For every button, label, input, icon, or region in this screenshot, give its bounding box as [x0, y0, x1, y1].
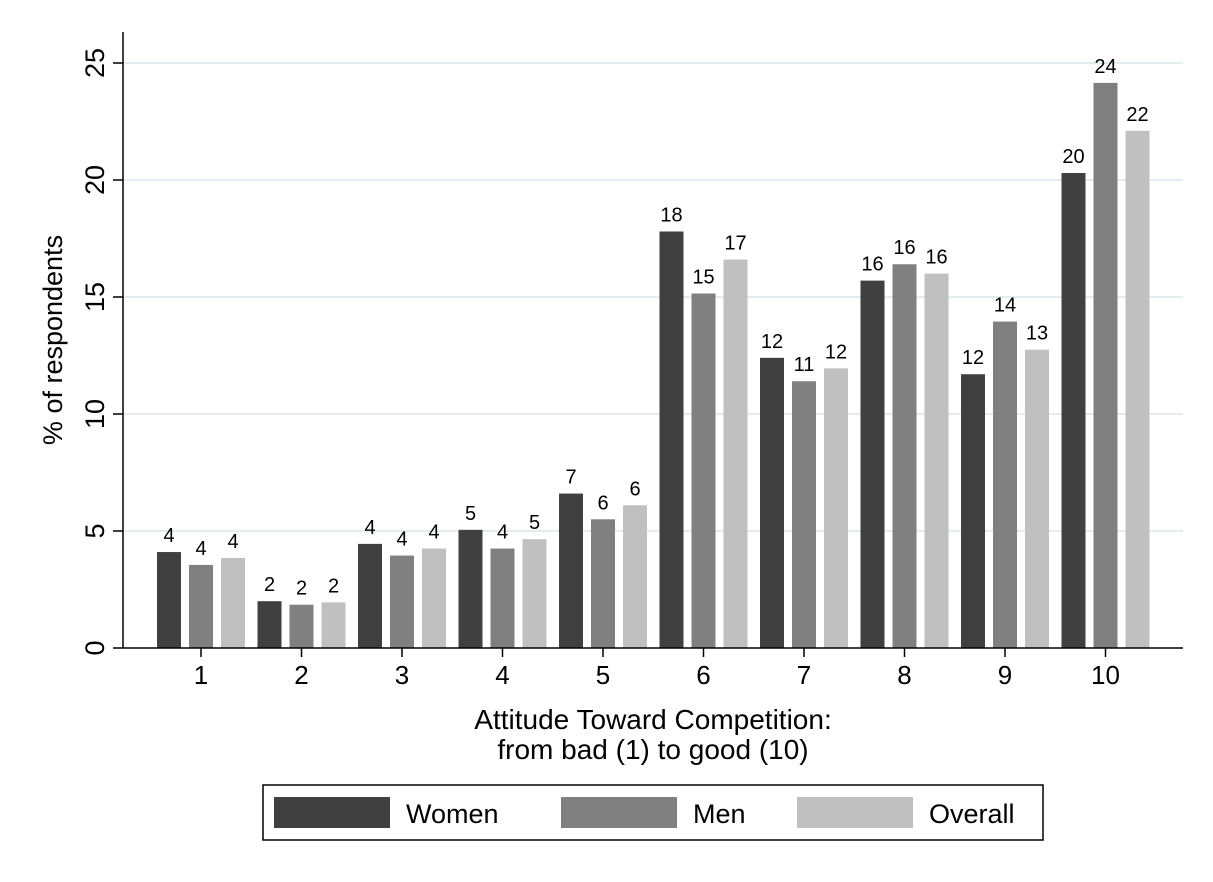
- legend-swatch: [274, 797, 390, 828]
- bar: [760, 357, 784, 648]
- bar: [623, 505, 647, 648]
- x-axis-ticks: 1 2 3 4 5 6 7 8 9 10: [194, 648, 1120, 690]
- legend: Women Men Overall: [262, 784, 1044, 841]
- bar-value-label: 2: [296, 578, 307, 600]
- bar-value-label: 6: [629, 478, 640, 500]
- bar: [1025, 349, 1049, 648]
- y-tick-label: 15: [80, 282, 110, 312]
- bar: [559, 493, 583, 648]
- bar-value-label: 12: [825, 341, 847, 363]
- bar: [189, 564, 213, 648]
- x-tick-label: 6: [696, 660, 710, 690]
- legend-swatch: [561, 797, 677, 828]
- bar: [591, 519, 615, 648]
- bar: [892, 264, 917, 648]
- bar: [1093, 82, 1118, 648]
- bar: [1061, 172, 1086, 649]
- bar-value-label: 22: [1126, 104, 1148, 126]
- bars: [157, 82, 1150, 649]
- bar-value-label: 17: [724, 233, 746, 255]
- bar-value-label: 4: [497, 522, 508, 544]
- legend-label: Men: [693, 799, 746, 829]
- x-tick-label: 10: [1091, 660, 1120, 690]
- bar: [157, 552, 181, 648]
- bar-value-label: 4: [396, 529, 407, 551]
- bar: [792, 381, 816, 648]
- bar: [860, 280, 885, 648]
- bar-value-label: 5: [529, 512, 540, 534]
- legend-swatch: [797, 797, 913, 828]
- y-tick-label: 20: [80, 165, 110, 195]
- x-tick-label: 9: [998, 660, 1012, 690]
- bar: [257, 601, 282, 648]
- bar: [961, 374, 985, 648]
- bar: [422, 548, 446, 648]
- bar-value-label: 20: [1062, 146, 1084, 168]
- bar-value-label: 4: [428, 522, 439, 544]
- y-axis-ticks: 0 5 10 15 20 25: [80, 48, 123, 656]
- x-tick-label: 1: [194, 660, 208, 690]
- bar: [490, 548, 515, 648]
- bar-value-label: 16: [893, 237, 915, 259]
- y-tick-label: 0: [80, 640, 110, 655]
- bar-value-label: 2: [264, 574, 275, 596]
- bar-value-label: 12: [962, 347, 984, 369]
- bar: [221, 557, 245, 648]
- bar-value-label: 24: [1094, 56, 1116, 78]
- bar: [390, 555, 414, 648]
- bar-value-label: 11: [794, 354, 815, 376]
- bar: [458, 529, 483, 648]
- bar-value-label: 4: [227, 531, 238, 553]
- x-tick-label: 3: [395, 660, 409, 690]
- y-tick-label: 10: [80, 399, 110, 429]
- bar-value-label: 12: [761, 331, 783, 353]
- bar-value-label: 4: [195, 538, 206, 560]
- bar-value-label: 16: [925, 247, 947, 269]
- x-axis-label-line2: from bad (1) to good (10): [497, 734, 808, 765]
- bar-value-label: 18: [660, 204, 682, 226]
- x-tick-label: 7: [797, 660, 811, 690]
- bar-value-label: 4: [364, 517, 375, 539]
- bar: [522, 539, 547, 648]
- bar: [993, 321, 1017, 648]
- gridlines: [123, 62, 1183, 532]
- y-tick-label: 25: [80, 48, 110, 78]
- bar: [924, 273, 949, 648]
- bar: [824, 368, 848, 648]
- y-axis-label: % of respondents: [38, 235, 68, 445]
- bar-value-label: 2: [328, 575, 339, 597]
- bar: [1125, 130, 1150, 649]
- bar: [659, 231, 684, 649]
- bar-value-label: 7: [565, 467, 576, 489]
- x-tick-label: 4: [495, 660, 509, 690]
- bar: [289, 604, 314, 648]
- bar: [723, 259, 748, 648]
- bar: [691, 293, 716, 648]
- bar-value-label: 15: [692, 266, 714, 288]
- legend-label: Overall: [929, 799, 1015, 829]
- bar-value-label: 5: [465, 503, 476, 525]
- bar: [321, 602, 346, 648]
- bar-value-label: 4: [163, 525, 174, 547]
- x-tick-label: 5: [596, 660, 610, 690]
- legend-label: Women: [406, 799, 499, 829]
- bar: [358, 543, 382, 648]
- x-tick-label: 2: [294, 660, 308, 690]
- x-axis-label-line1: Attitude Toward Competition:: [474, 704, 831, 735]
- y-tick-label: 5: [80, 523, 110, 538]
- bar-value-label: 13: [1026, 323, 1048, 345]
- x-tick-label: 8: [897, 660, 911, 690]
- bar-value-label: 14: [994, 295, 1016, 317]
- bar-value-label: 6: [597, 492, 608, 514]
- bar-value-label: 16: [861, 254, 883, 276]
